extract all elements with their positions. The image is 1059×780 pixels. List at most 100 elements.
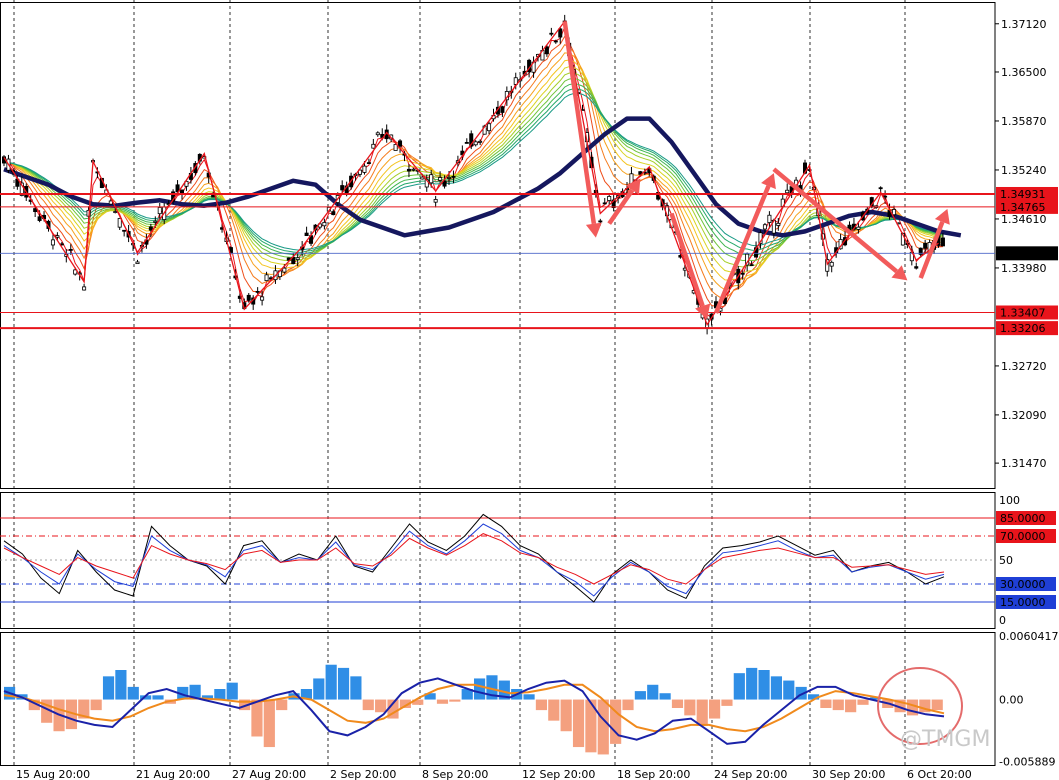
rsi-level-label: 85.0000 [1000, 512, 1046, 525]
macd-histogram-bar [585, 699, 597, 753]
macd-histogram-bar [226, 682, 238, 700]
candle-body [157, 207, 162, 215]
macd-histogram-bar [696, 699, 708, 726]
zigzag-path [3, 19, 939, 327]
macd-histogram-bar [560, 699, 572, 732]
panel-border [0, 632, 996, 766]
slow-moving-average [3, 116, 962, 238]
candle-body [607, 196, 612, 201]
price-level-tag [996, 199, 1058, 214]
candle-body [892, 209, 897, 216]
x-tick-label: 18 Sep 20:00 [617, 768, 690, 780]
candle-body [375, 132, 380, 136]
price-tick-label: 1.32720 [1001, 360, 1047, 373]
candle-body [442, 180, 447, 187]
macd-histogram-bar [350, 676, 362, 700]
ema-line [3, 77, 944, 262]
x-tick-label: 21 Aug 20:00 [136, 768, 210, 780]
macd-histogram-bar [337, 667, 350, 700]
candle-body [366, 162, 371, 165]
candle-body [55, 235, 60, 238]
macd-signal-line [3, 683, 945, 733]
macd-histogram-bar [387, 699, 399, 719]
vertical-gridlines [13, 0, 906, 765]
trend-arrow-head [695, 303, 711, 320]
macd-histogram-bar [41, 699, 53, 723]
price-level-label: 1.33206 [1000, 322, 1046, 335]
candle-body [602, 202, 607, 205]
candle-body [260, 296, 265, 301]
macd-histogram-bar [733, 673, 745, 700]
macd-histogram-bar [634, 691, 646, 700]
candle-body [264, 274, 269, 282]
macd-histogram-bar [894, 699, 906, 713]
macd-histogram-bar [709, 699, 721, 719]
candle-body [438, 177, 443, 181]
price-tick-label: 1.31470 [1001, 457, 1047, 470]
rsi-level-tag [996, 577, 1056, 591]
macd-histogram-bar [610, 699, 622, 744]
candle-body [598, 220, 603, 223]
candle-body [255, 290, 260, 293]
current-price-label: 1.34168 [1000, 247, 1046, 260]
highlight-circle [877, 667, 963, 745]
macd-histogram-bar [647, 684, 659, 700]
price-tick-label: 1.32090 [1001, 409, 1047, 422]
candle-body [500, 106, 505, 113]
price-tick-label: 1.37120 [1001, 18, 1047, 31]
candle-body [246, 294, 251, 301]
candle-body [553, 40, 558, 43]
trend-arrow-head [761, 173, 776, 190]
ema-line [3, 35, 944, 308]
macd-histogram-bar [461, 689, 473, 700]
candle-body [153, 220, 158, 223]
candle-body [19, 182, 24, 196]
rsi-level-tag [996, 595, 1056, 609]
macd-histogram-bar [276, 699, 288, 711]
rsi-red-line [3, 533, 945, 585]
candle-body [68, 248, 73, 251]
macd-axis-label: -0.005889 [999, 756, 1055, 769]
macd-histogram-bar [535, 699, 548, 711]
candle-body [549, 32, 554, 35]
macd-histogram-bar [572, 699, 585, 748]
x-tick-label: 24 Sep 20:00 [714, 768, 787, 780]
macd-histogram-bar [832, 699, 844, 711]
macd-histogram-bar [498, 680, 510, 700]
ema-line [3, 72, 944, 268]
candle-body [429, 174, 434, 184]
candle-body [37, 216, 42, 221]
macd-histogram-bar [214, 689, 226, 700]
price-level-label: 1.34765 [1000, 201, 1046, 214]
candle-body [469, 133, 474, 147]
macd-histogram-bar [412, 699, 424, 705]
macd-histogram-bar [325, 664, 337, 700]
candle-body [331, 211, 336, 216]
panel-frames [0, 2, 996, 766]
candle-body [179, 189, 184, 194]
trend-arrow-shaft [607, 188, 635, 225]
macd-histogram-bar [684, 699, 696, 716]
macd-histogram-bar [931, 699, 943, 711]
trend-arrow-head [585, 222, 602, 238]
price-level-tag [996, 186, 1058, 201]
macd-histogram-bar [845, 699, 857, 713]
macd-histogram-bar [65, 699, 78, 730]
candle-body [918, 247, 923, 255]
price-tick-label: 1.36500 [1001, 66, 1047, 79]
candle-body [117, 218, 122, 228]
macd-histogram-bar [436, 699, 449, 704]
ema-line [3, 83, 944, 256]
candle-body [184, 180, 189, 187]
macd-histogram-bar [906, 699, 919, 716]
macd-histogram-bar [659, 693, 671, 700]
candle-body [825, 259, 830, 272]
candle-body [513, 77, 518, 85]
rsi-axis-label: 100 [999, 494, 1020, 507]
macd-histogram-bar [152, 695, 164, 700]
macd-histogram-bar [300, 689, 313, 700]
trend-arrow-shaft [918, 221, 945, 279]
